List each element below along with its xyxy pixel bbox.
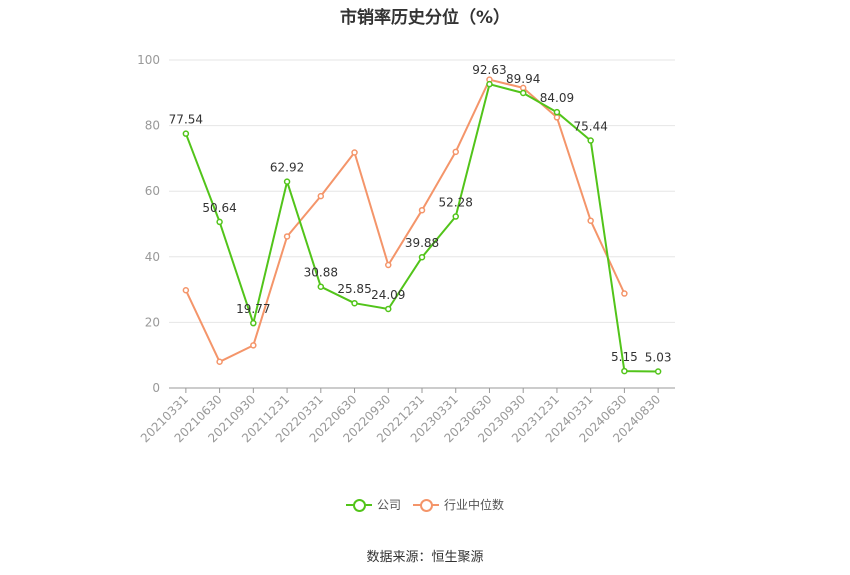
data-label: 19.77 [236, 302, 270, 316]
data-point [182, 287, 190, 294]
data-label: 25.85 [337, 282, 371, 296]
data-point [621, 367, 628, 375]
data-label: 52.28 [439, 196, 473, 210]
data-point [587, 137, 594, 144]
legend-label: 公司 [376, 498, 401, 512]
data-label: 77.54 [169, 113, 203, 127]
data-point [418, 206, 426, 214]
data-point [283, 233, 291, 240]
data-point [452, 148, 459, 156]
legend-item[interactable]: 行业中位数 [413, 496, 504, 513]
data-label: 89.94 [506, 72, 540, 86]
data-label: 5.03 [645, 351, 672, 365]
data-label: 39.88 [405, 236, 439, 250]
data-point [317, 192, 325, 200]
data-point [519, 84, 527, 92]
data-point [216, 358, 223, 366]
data-label: 24.09 [371, 288, 405, 302]
data-point [250, 319, 257, 327]
data-label: 50.64 [202, 201, 236, 215]
y-tick-label: 20 [145, 315, 160, 329]
y-tick-label: 60 [145, 184, 160, 198]
data-point [621, 290, 628, 297]
series-layer [182, 76, 662, 375]
data-point [250, 342, 257, 349]
data-label-layer: 77.54 50.64 19.77 62.92 30.88 25.85 24.09 39.88… [169, 63, 672, 364]
data-point [587, 217, 594, 224]
data-label: 92.63 [472, 63, 506, 77]
data-point [182, 130, 190, 137]
y-tick-label: 80 [145, 119, 160, 133]
legend: 公司 行业中位数 [0, 496, 850, 514]
legend-label: 行业中位数 [444, 498, 505, 512]
data-point [519, 89, 527, 97]
data-point [452, 213, 459, 220]
data-label: 62.92 [270, 161, 304, 175]
data-label: 75.44 [573, 120, 607, 134]
data-point [385, 261, 392, 269]
data-point [385, 305, 392, 313]
legend-swatch-icon [345, 498, 372, 512]
data-label: 84.09 [540, 91, 574, 105]
data-point [486, 80, 493, 88]
data-point [317, 283, 325, 290]
legend-swatch-icon [413, 498, 439, 512]
data-point [351, 299, 358, 307]
data-label: 5.15 [611, 350, 638, 364]
data-point [283, 178, 291, 185]
chart-title: 市销率历史分位（%） [339, 8, 511, 28]
data-point [418, 253, 426, 261]
data-point [216, 218, 223, 226]
data-point [654, 368, 662, 375]
series-1 [182, 76, 628, 366]
data-point [351, 149, 358, 156]
data-point [553, 108, 561, 116]
legend-item[interactable]: 公司 [345, 496, 401, 513]
y-tick-label: 40 [145, 250, 160, 264]
data-label: 30.88 [304, 266, 338, 280]
series-line [184, 78, 626, 363]
y-tick-label: 0 [152, 381, 160, 395]
y-tick-label: 100 [137, 53, 160, 67]
data-source-note: 数据来源：恒生聚源 [366, 550, 484, 565]
data-point [553, 114, 561, 121]
series-0 [182, 80, 662, 375]
